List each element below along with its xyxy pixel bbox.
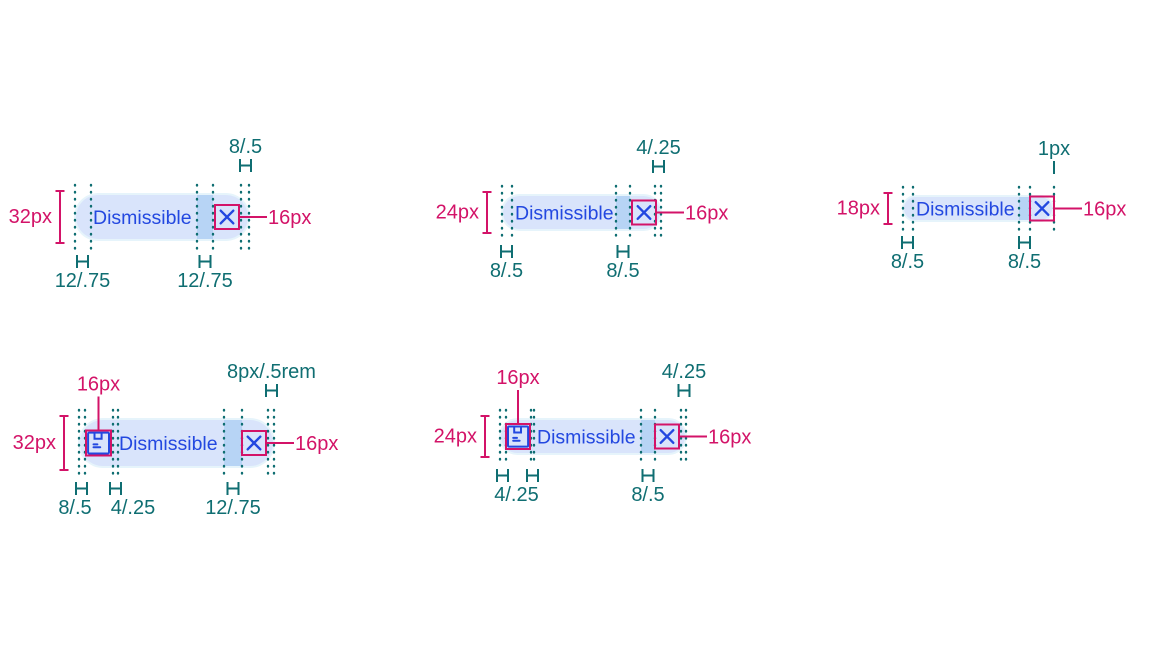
svg-text:16px: 16px — [295, 433, 338, 455]
svg-text:12/.75: 12/.75 — [55, 270, 111, 292]
svg-text:16px: 16px — [496, 367, 539, 389]
svg-text:18px: 18px — [837, 198, 880, 220]
svg-text:32px: 32px — [13, 432, 56, 454]
svg-text:32px: 32px — [9, 206, 52, 228]
svg-text:8/.5: 8/.5 — [631, 484, 664, 506]
svg-text:4/.25: 4/.25 — [111, 497, 155, 519]
svg-text:24px: 24px — [434, 426, 477, 448]
svg-text:16px: 16px — [708, 427, 751, 449]
svg-text:24px: 24px — [436, 202, 479, 224]
svg-text:16px: 16px — [685, 203, 728, 225]
svg-text:Dismissible: Dismissible — [515, 203, 614, 225]
svg-text:Dismissible: Dismissible — [119, 433, 218, 455]
svg-text:8/.5: 8/.5 — [1008, 251, 1041, 273]
svg-text:4/.25: 4/.25 — [636, 137, 680, 159]
svg-text:4/.25: 4/.25 — [662, 361, 706, 383]
svg-text:8px/.5rem: 8px/.5rem — [227, 361, 316, 383]
svg-text:16px: 16px — [1083, 199, 1126, 221]
svg-text:Dismissible: Dismissible — [537, 427, 636, 449]
svg-text:8/.5: 8/.5 — [490, 260, 523, 282]
svg-text:16px: 16px — [268, 207, 311, 229]
svg-text:Dismissible: Dismissible — [93, 207, 192, 229]
svg-text:1px: 1px — [1038, 138, 1070, 160]
svg-text:Dismissible: Dismissible — [916, 199, 1015, 221]
svg-text:4/.25: 4/.25 — [494, 484, 538, 506]
svg-text:12/.75: 12/.75 — [205, 497, 261, 519]
svg-text:8/.5: 8/.5 — [229, 136, 262, 158]
svg-text:12/.75: 12/.75 — [177, 270, 233, 292]
svg-text:16px: 16px — [77, 374, 120, 396]
svg-text:8/.5: 8/.5 — [606, 260, 639, 282]
svg-text:8/.5: 8/.5 — [891, 251, 924, 273]
svg-text:8/.5: 8/.5 — [58, 497, 91, 519]
